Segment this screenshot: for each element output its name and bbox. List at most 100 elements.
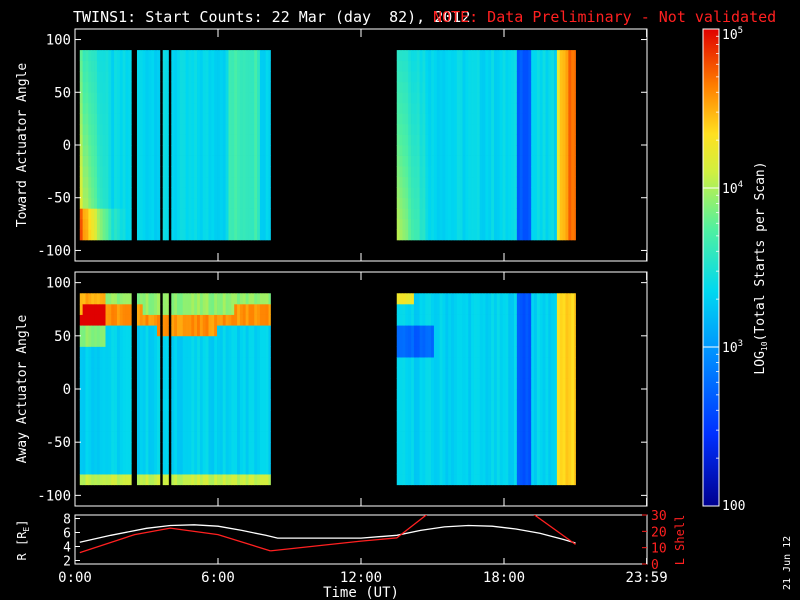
heatmap-cell: [234, 71, 238, 83]
heatmap-cell: [396, 197, 401, 209]
heatmap-cell: [528, 367, 532, 379]
heatmap-cell: [119, 166, 124, 178]
heatmap-cell: [405, 335, 409, 347]
heatmap-cell: [416, 155, 421, 167]
heatmap-cell: [551, 50, 555, 62]
heatmap-cell: [459, 420, 463, 432]
heatmap-cell: [413, 145, 418, 156]
heatmap-cell: [245, 325, 249, 337]
heatmap-cell: [259, 442, 264, 454]
heatmap-cell: [514, 389, 518, 401]
heatmap-cell: [508, 410, 512, 422]
heatmap-cell: [228, 314, 232, 326]
heatmap-cell: [217, 187, 221, 199]
heatmap-cell: [468, 218, 472, 230]
heatmap-cell: [171, 155, 175, 167]
heatmap-cell: [419, 293, 423, 305]
heatmap-cell: [542, 474, 546, 486]
heatmap-cell: [571, 346, 575, 358]
heatmap-cell: [217, 123, 221, 135]
heatmap-cell: [268, 357, 271, 369]
heatmap-cell: [188, 113, 192, 125]
heatmap-cell: [119, 346, 124, 358]
heatmap-cell: [571, 463, 575, 475]
heatmap-cell: [82, 92, 86, 104]
heatmap-cell: [465, 187, 469, 199]
heatmap-cell: [88, 399, 92, 411]
heatmap-cell: [191, 176, 195, 188]
heatmap-cell: [197, 399, 201, 411]
heatmap-cell: [114, 155, 118, 167]
heatmap-cell: [514, 367, 518, 379]
heatmap-cell: [548, 134, 552, 146]
heatmap-cell: [225, 442, 229, 454]
heatmap-cell: [433, 367, 438, 379]
heatmap-cell: [536, 50, 541, 62]
heatmap-cell: [228, 92, 232, 104]
heatmap-cell: [234, 399, 238, 411]
heatmap-cell: [171, 314, 175, 326]
heatmap-cell: [242, 420, 247, 432]
heatmap-cell: [471, 442, 475, 454]
heatmap-cell: [128, 155, 132, 167]
heatmap-cell: [562, 50, 566, 62]
heatmap-cell: [108, 197, 112, 209]
heatmap-cell: [485, 452, 489, 464]
heatmap-cell: [402, 420, 406, 432]
heatmap-cell: [439, 229, 443, 241]
heatmap-cell: [531, 155, 535, 167]
heatmap-cell: [519, 346, 523, 358]
heatmap-cell: [531, 60, 535, 72]
heatmap-cell: [514, 92, 518, 104]
heatmap-cell: [116, 346, 121, 358]
heatmap-cell: [405, 50, 409, 62]
heatmap-cell: [482, 50, 486, 62]
heatmap-cell: [554, 145, 558, 156]
heatmap-cell: [82, 81, 86, 93]
heatmap-cell: [211, 145, 215, 156]
heatmap-cell: [217, 378, 221, 390]
heatmap-cell: [456, 410, 461, 422]
heatmap-cell: [82, 442, 86, 454]
heatmap-cell: [453, 102, 458, 114]
heatmap-cell: [177, 208, 181, 220]
heatmap-cell: [177, 102, 181, 114]
heatmap-cell: [91, 187, 95, 199]
heatmap-cell: [445, 367, 449, 379]
heatmap-cell: [416, 92, 421, 104]
heatmap-cell: [197, 208, 201, 220]
heatmap-cell: [174, 102, 178, 114]
heatmap-cell: [102, 293, 106, 305]
heatmap-cell: [102, 474, 106, 486]
heatmap-cell: [399, 218, 403, 230]
heatmap-cell: [428, 303, 432, 315]
heatmap-cell: [165, 325, 169, 337]
heatmap-cell: [91, 346, 95, 358]
heatmap-cell: [111, 145, 115, 156]
heatmap-cell: [262, 474, 267, 486]
heatmap-cell: [88, 410, 92, 422]
heatmap-cell: [465, 81, 469, 93]
heatmap-cell: [237, 303, 241, 315]
heatmap-cell: [194, 71, 198, 83]
heatmap-cell: [568, 176, 572, 188]
heatmap-cell: [234, 452, 238, 464]
heatmap-cell: [242, 303, 247, 315]
heatmap-cell: [411, 420, 415, 432]
heatmap-cell: [534, 335, 538, 347]
heatmap-cell: [119, 410, 124, 422]
heatmap-cell: [114, 463, 118, 475]
heatmap-cell: [508, 431, 512, 443]
heatmap-cell: [431, 431, 435, 443]
heatmap-cell: [491, 463, 495, 475]
heatmap-cell: [456, 357, 461, 369]
ytick-label-right: 10: [651, 542, 667, 557]
heatmap-cell: [85, 92, 89, 104]
heatmap-cell: [485, 389, 489, 401]
heatmap-cell: [88, 367, 92, 379]
heatmap-cell: [202, 410, 207, 422]
heatmap-cell: [468, 187, 472, 199]
heatmap-cell: [145, 176, 149, 188]
heatmap-cell: [554, 176, 558, 188]
